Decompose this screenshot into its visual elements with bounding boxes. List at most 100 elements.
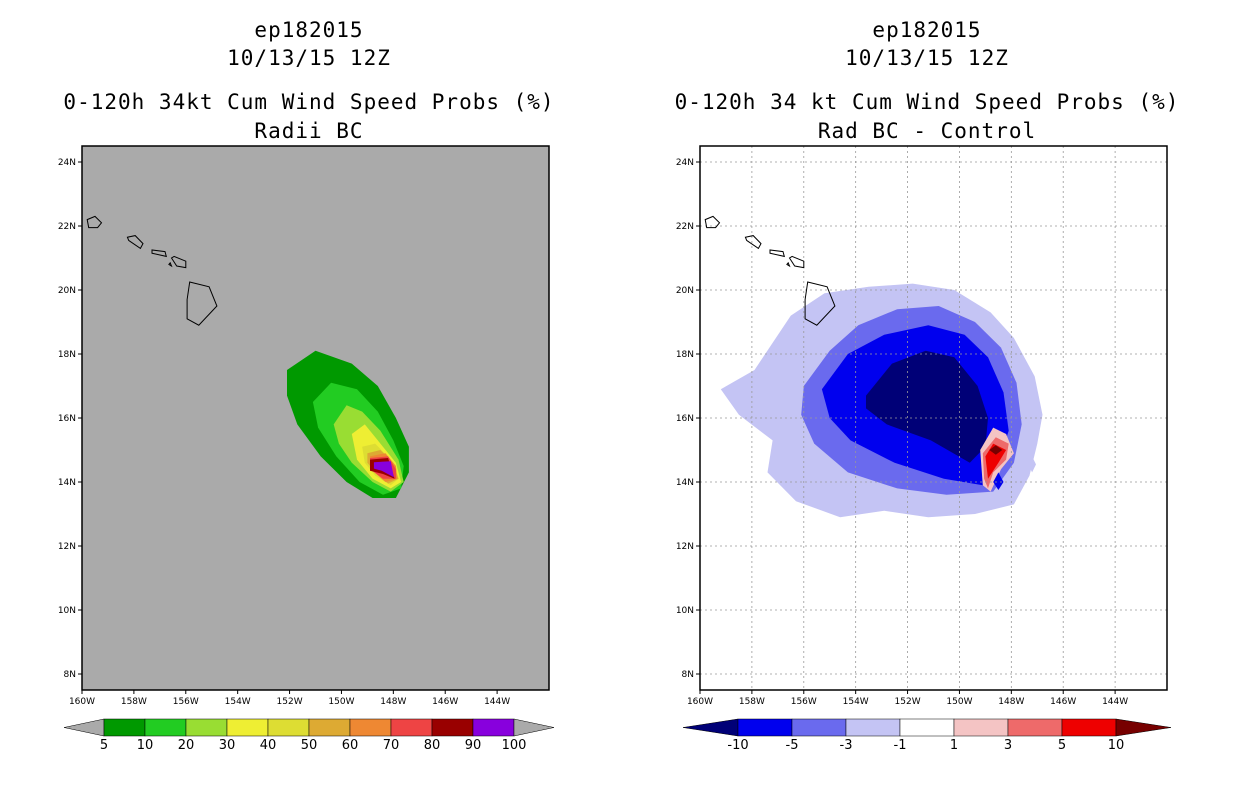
coastline-island-2 xyxy=(151,249,167,258)
contour-level-minus-5-8 xyxy=(993,472,1004,490)
x-tick-label-144W: 144W xyxy=(484,697,510,707)
colorbar-swatch-3 xyxy=(226,718,269,737)
y-tick-label-18N: 18N xyxy=(58,350,76,360)
colorbar-label-5: 3 xyxy=(1004,738,1012,753)
coastline-island-3 xyxy=(170,255,187,269)
left-title-subtitle: Radii BC xyxy=(254,119,364,143)
right-chart: 160W 158W 156W 154W 152W 150W 148W 146W 144W 24N 2… xyxy=(676,145,1172,753)
colorbar-swatch-6 xyxy=(1061,718,1117,737)
colorbar-swatch-5 xyxy=(308,718,351,737)
colorbar-label-4: 1 xyxy=(950,738,958,753)
y-tick-label-20N: 20N xyxy=(676,286,694,296)
colorbar-label-1: -5 xyxy=(786,738,799,753)
right-title-date: 10/13/15 12Z xyxy=(845,46,1009,70)
y-tick-label-10N: 10N xyxy=(58,606,76,616)
colorbar-swatch-2 xyxy=(185,718,228,737)
colorbar-swatch-0 xyxy=(737,718,793,737)
x-tick-label-144W: 144W xyxy=(1102,697,1128,707)
y-tick-label-24N: 24N xyxy=(58,158,76,168)
x-tick-label-148W: 148W xyxy=(998,697,1024,707)
colorbar-label-7: 70 xyxy=(383,738,400,753)
contour-level-minus-10-3 xyxy=(866,350,988,463)
colorbar-swatch-4 xyxy=(267,718,310,737)
coastline-island-1 xyxy=(126,235,144,250)
colorbar-swatch-8 xyxy=(431,718,474,737)
colorbar-high-arrow xyxy=(513,718,555,737)
x-tick-label-156W: 156W xyxy=(791,697,817,707)
right-title-subtitle: Rad BC - Control xyxy=(817,119,1037,143)
colorbar-swatch-4 xyxy=(953,718,1009,737)
left-title-storm: ep182015 xyxy=(254,18,364,42)
x-tick-label-152W: 152W xyxy=(277,697,303,707)
x-tick-label-150W: 150W xyxy=(946,697,972,707)
y-tick-label-16N: 16N xyxy=(676,414,694,424)
colorbar-label-7: 10 xyxy=(1108,738,1125,753)
colorbar-swatch-3 xyxy=(899,718,955,737)
x-tick-label-156W: 156W xyxy=(173,697,199,707)
coastline-island-4 xyxy=(786,261,791,268)
colorbar-label-1: 10 xyxy=(137,738,154,753)
colorbar: -10 -5 -3 -1 1 3 5 10 xyxy=(682,718,1172,753)
coastline-island-3 xyxy=(788,255,805,269)
y-tick-label-14N: 14N xyxy=(58,478,76,488)
left-title-date: 10/13/15 12Z xyxy=(227,46,391,70)
left-chart: 160W 158W 156W 154W 152W 150W 148W 146W 144W 24N 2… xyxy=(58,145,555,753)
y-tick-label-12N: 12N xyxy=(58,542,76,552)
left-title-product: 0-120h 34kt Cum Wind Speed Probs (%) xyxy=(63,90,555,114)
y-tick-label-22N: 22N xyxy=(676,222,694,232)
y-tick-label-8N: 8N xyxy=(682,670,694,680)
y-tick-label-14N: 14N xyxy=(676,478,694,488)
colorbar-low-arrow xyxy=(682,718,739,737)
colorbar-swatch-2 xyxy=(845,718,901,737)
colorbar-swatch-1 xyxy=(791,718,847,737)
coastline-island-5 xyxy=(186,281,218,326)
colorbar-label-2: 20 xyxy=(178,738,195,753)
right-title-product: 0-120h 34 kt Cum Wind Speed Probs (%) xyxy=(674,90,1180,114)
contour-layer xyxy=(720,283,1043,518)
contour-layer xyxy=(287,350,409,498)
colorbar-swatch-6 xyxy=(349,718,392,737)
x-tick-label-154W: 154W xyxy=(843,697,869,707)
coastline-island-0 xyxy=(704,215,721,229)
colorbar-label-6: 5 xyxy=(1058,738,1066,753)
x-tick-label-150W: 150W xyxy=(328,697,354,707)
colorbar-label-8: 80 xyxy=(424,738,441,753)
colorbar-low-arrow xyxy=(63,718,105,737)
coastline-layer xyxy=(704,215,836,326)
x-tick-label-148W: 148W xyxy=(380,697,406,707)
colorbar-label-10: 100 xyxy=(502,738,527,753)
right-title-storm: ep182015 xyxy=(872,18,982,42)
y-tick-label-18N: 18N xyxy=(676,350,694,360)
colorbar-label-0: 5 xyxy=(100,738,108,753)
y-tick-label-24N: 24N xyxy=(676,158,694,168)
colorbar-label-2: -3 xyxy=(840,738,853,753)
coastline-island-2 xyxy=(769,249,785,258)
colorbar: 5 10 20 30 40 50 60 70 80 90 100 xyxy=(63,718,555,753)
colorbar-swatch-7 xyxy=(390,718,433,737)
x-tick-label-152W: 152W xyxy=(895,697,921,707)
coastline-layer xyxy=(86,215,218,326)
colorbar-label-3: 30 xyxy=(219,738,236,753)
colorbar-label-5: 50 xyxy=(301,738,318,753)
y-tick-label-20N: 20N xyxy=(58,286,76,296)
colorbar-swatch-1 xyxy=(144,718,187,737)
colorbar-swatch-9 xyxy=(472,718,515,737)
x-tick-label-146W: 146W xyxy=(432,697,458,707)
y-tick-label-22N: 22N xyxy=(58,222,76,232)
x-tick-label-154W: 154W xyxy=(225,697,251,707)
colorbar-high-arrow xyxy=(1115,718,1172,737)
colorbar-swatch-5 xyxy=(1007,718,1063,737)
x-tick-label-158W: 158W xyxy=(121,697,147,707)
colorbar-label-9: 90 xyxy=(465,738,482,753)
coastline-island-5 xyxy=(804,281,836,326)
y-tick-label-16N: 16N xyxy=(58,414,76,424)
contour-level-5-6 xyxy=(985,443,1007,479)
contour-level-90-9 xyxy=(373,461,394,478)
y-tick-label-10N: 10N xyxy=(676,606,694,616)
x-tick-label-160W: 160W xyxy=(687,697,713,707)
coastline-island-4 xyxy=(168,261,173,268)
right-panel: ep182015 10/13/15 12Z 0-120h 34 kt Cum W… xyxy=(618,0,1236,800)
left-panel: ep182015 10/13/15 12Z 0-120h 34kt Cum Wi… xyxy=(58,18,555,753)
coastline-island-0 xyxy=(86,215,103,229)
colorbar-swatch-0 xyxy=(103,718,146,737)
